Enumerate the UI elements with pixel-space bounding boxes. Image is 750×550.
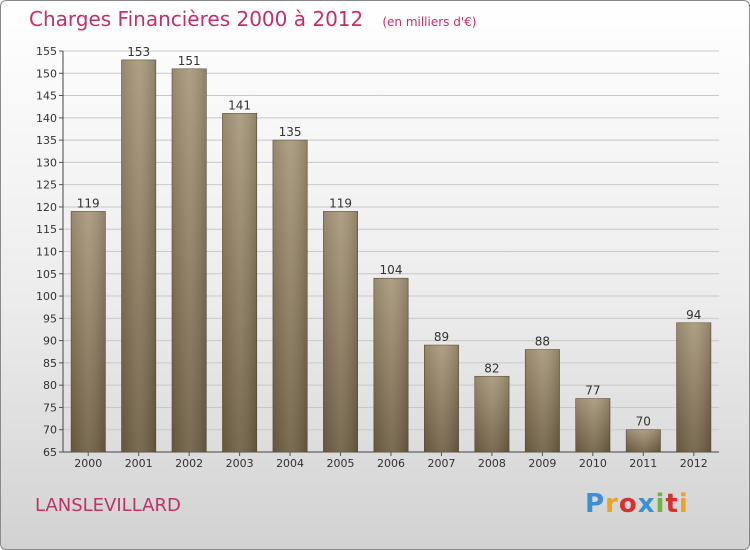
x-tick-label: 2003: [226, 457, 254, 470]
bar-shade: [373, 278, 409, 452]
chart-subtitle: (en milliers d'€): [382, 15, 477, 29]
bar-shade: [575, 398, 611, 452]
x-tick-label: 2011: [629, 457, 657, 470]
data-label: 141: [228, 98, 251, 112]
bar-shade: [676, 322, 711, 452]
y-tick-label: 130: [36, 156, 57, 169]
x-tick-label: 2002: [175, 457, 203, 470]
logo-letter: x: [637, 489, 656, 519]
bar-shade: [222, 113, 257, 452]
y-tick-label: 75: [43, 401, 57, 414]
chart-title: Charges Financières 2000 à 2012: [29, 7, 364, 31]
y-tick-label: 65: [43, 446, 57, 459]
data-label: 104: [380, 263, 403, 277]
data-label: 94: [686, 308, 701, 322]
y-tick-label: 125: [36, 179, 57, 192]
logo-letter: i: [655, 489, 666, 519]
logo-letter: P: [585, 489, 606, 519]
y-tick-label: 100: [36, 290, 57, 303]
x-tick-label: 2001: [125, 457, 153, 470]
bar-shade: [626, 429, 661, 452]
x-tick-label: 2000: [74, 457, 102, 470]
y-tick-label: 115: [36, 223, 57, 236]
bar-shade: [121, 59, 156, 453]
y-tick-label: 140: [36, 112, 57, 125]
data-label: 70: [636, 415, 651, 429]
y-tick-label: 80: [43, 379, 57, 392]
bar-shade: [525, 349, 560, 452]
data-label: 153: [127, 45, 150, 59]
labels: 65 70 75 80 85 90 95 100 105 110 115 120 125 130 135 14…: [36, 45, 708, 470]
proxiti-logo: Proxiti: [585, 489, 689, 519]
title-row: Charges Financières 2000 à 2012 (en mill…: [29, 7, 476, 31]
commune-name: LANSLEVILLARD: [35, 495, 181, 516]
logo-letter: t: [665, 489, 679, 519]
y-tick-label: 95: [43, 312, 57, 325]
y-tick-label: 155: [36, 45, 57, 58]
y-tick-label: 105: [36, 268, 57, 281]
x-tick-label: 2009: [528, 457, 556, 470]
data-label: 77: [585, 384, 600, 398]
x-tick-label: 2008: [478, 457, 506, 470]
bar-shade: [474, 376, 510, 452]
data-label: 119: [329, 196, 352, 210]
bar-shade: [71, 211, 106, 452]
bar-shade: [424, 345, 459, 452]
logo-letter: o: [618, 489, 638, 519]
y-tick-label: 150: [36, 67, 57, 80]
bar-shade: [272, 140, 308, 452]
bar-shade: [171, 68, 207, 453]
y-tick-label: 135: [36, 134, 57, 147]
y-tick-label: 70: [43, 424, 57, 437]
data-label: 88: [535, 335, 550, 349]
y-tick-label: 145: [36, 90, 57, 103]
data-label: 151: [178, 54, 201, 68]
logo-letter: r: [605, 489, 619, 519]
x-tick-label: 2007: [427, 457, 455, 470]
bars: [70, 59, 712, 453]
x-tick-label: 2005: [327, 457, 355, 470]
y-tick-label: 90: [43, 335, 57, 348]
data-label: 119: [77, 196, 100, 210]
data-label: 82: [484, 361, 499, 375]
data-label: 135: [279, 125, 302, 139]
bar-shade: [323, 211, 358, 452]
x-tick-label: 2010: [579, 457, 607, 470]
data-label: 89: [434, 330, 449, 344]
x-tick-label: 2006: [377, 457, 405, 470]
y-tick-label: 120: [36, 201, 57, 214]
y-tick-label: 85: [43, 357, 57, 370]
logo-letter: i: [678, 489, 689, 519]
y-tick-label: 110: [36, 246, 57, 259]
x-tick-label: 2004: [276, 457, 304, 470]
x-tick-label: 2012: [680, 457, 708, 470]
